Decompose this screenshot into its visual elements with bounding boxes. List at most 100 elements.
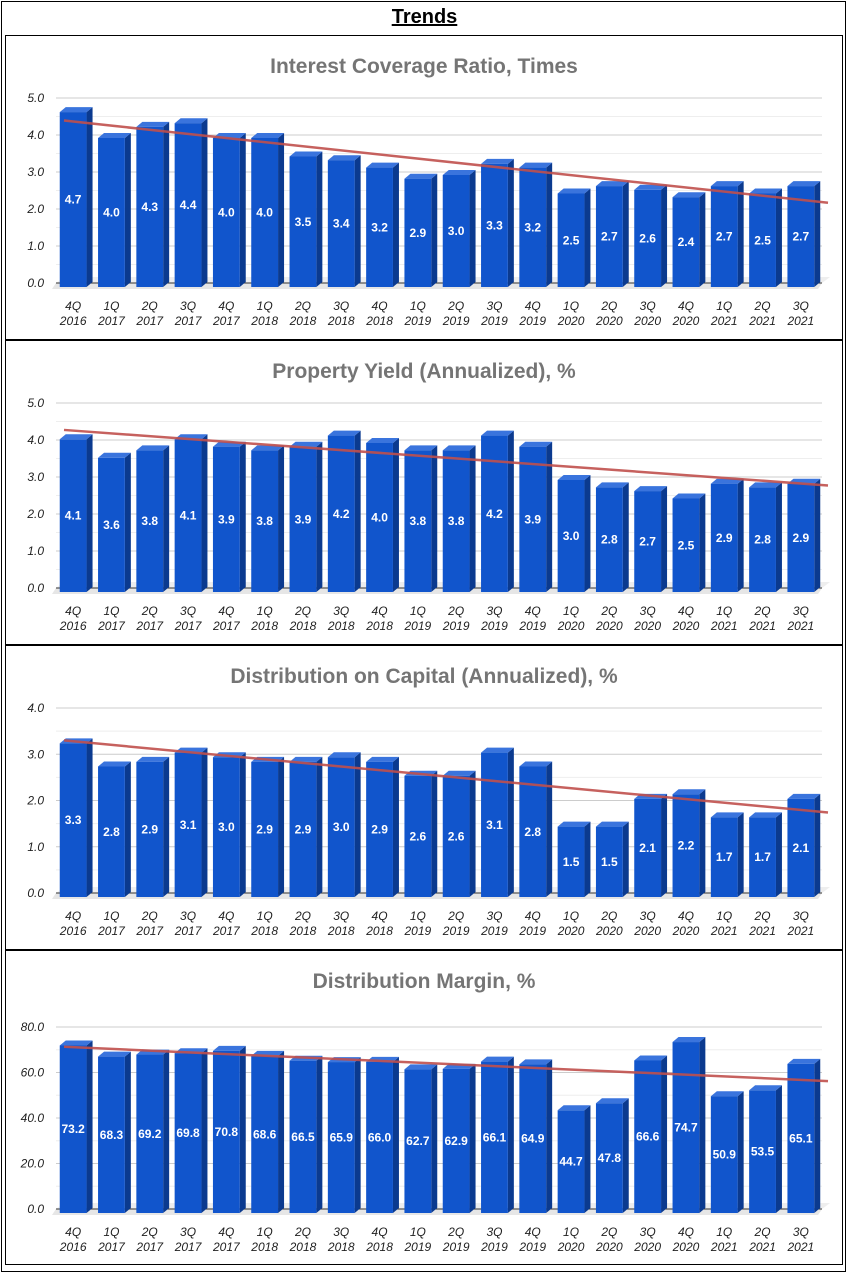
x-tick-label-quarter: 4Q <box>678 604 694 618</box>
bar-side <box>775 1085 782 1213</box>
x-tick-label-year: 2021 <box>748 1240 776 1254</box>
bar <box>672 789 706 897</box>
x-tick-label-quarter: 3Q <box>180 604 196 618</box>
bar-side <box>124 761 131 897</box>
bar-top <box>404 1064 438 1070</box>
bar-side <box>239 1045 246 1213</box>
chart-floor-front <box>52 1209 822 1215</box>
data-label: 3.1 <box>486 818 503 832</box>
data-label: 68.6 <box>253 1127 277 1141</box>
data-label: 2.4 <box>678 235 695 249</box>
bar-top <box>289 151 323 157</box>
data-label: 3.9 <box>218 512 235 526</box>
bar <box>98 133 131 287</box>
bar-face <box>251 761 279 897</box>
bar-top <box>519 761 553 767</box>
bar-side <box>622 181 629 287</box>
bar-side <box>239 752 246 897</box>
bar-face <box>59 439 87 592</box>
bar-face <box>212 1050 240 1213</box>
bar-side <box>584 1105 591 1213</box>
x-tick-label-quarter: 2Q <box>294 604 311 618</box>
data-label: 1.5 <box>563 855 580 869</box>
bar-face <box>98 1056 125 1213</box>
x-tick-label-year: 2021 <box>748 619 776 633</box>
bar <box>710 812 744 897</box>
x-tick-label-year: 2019 <box>480 314 508 328</box>
bar <box>174 747 208 897</box>
bar-top <box>136 445 170 451</box>
data-label: 1.7 <box>754 850 771 864</box>
bar-face <box>672 498 700 592</box>
bar-side <box>699 1037 706 1213</box>
data-label: 3.8 <box>410 514 427 528</box>
bar <box>98 761 131 897</box>
x-tick-label-year: 2020 <box>557 619 585 633</box>
bar-face <box>519 766 547 897</box>
x-tick-label-year: 2018 <box>327 314 355 328</box>
bar-face <box>327 1062 355 1213</box>
x-tick-label-year: 2017 <box>135 924 164 938</box>
bar-face <box>710 1096 738 1213</box>
bar <box>366 1056 399 1213</box>
x-tick-label-quarter: 4Q <box>678 909 694 923</box>
x-tick-label-year: 2021 <box>786 1240 814 1254</box>
data-label: 4.4 <box>180 198 197 212</box>
x-tick-label-quarter: 1Q <box>410 299 426 313</box>
bar <box>519 1059 553 1213</box>
bar <box>251 133 285 287</box>
bar-side <box>584 188 591 287</box>
bar-face <box>634 491 662 592</box>
x-tick-label-quarter: 1Q <box>257 604 273 618</box>
x-tick-label-quarter: 4Q <box>525 299 541 313</box>
data-label: 4.2 <box>486 507 503 521</box>
bar-side <box>124 1051 131 1213</box>
bar-face <box>634 798 662 897</box>
y-tick-label: 2.0 <box>26 794 44 808</box>
bar-side <box>316 1055 323 1213</box>
bar-side <box>163 121 170 288</box>
bar-top <box>59 107 93 113</box>
bar-side <box>775 812 782 897</box>
bar-top <box>98 761 131 767</box>
bar-face <box>519 446 547 592</box>
data-label: 2.9 <box>410 226 427 240</box>
bar-side <box>546 162 553 287</box>
chart-panel: Interest Coverage Ratio, Times 0.0 1.0 2.0 3… <box>5 35 843 340</box>
x-tick-label-quarter: 2Q <box>141 299 158 313</box>
bar-side <box>124 452 131 592</box>
x-tick-label-quarter: 4Q <box>218 1225 234 1239</box>
bar-face <box>442 450 470 592</box>
x-tick-label-quarter: 4Q <box>218 299 234 313</box>
data-label: 2.9 <box>141 822 158 836</box>
x-tick-label-year: 2019 <box>442 619 470 633</box>
bar <box>481 747 514 897</box>
x-tick-label-year: 2017 <box>97 619 126 633</box>
bar-side <box>354 1057 361 1213</box>
x-tick-label-year: 2016 <box>59 1240 87 1254</box>
bar-face <box>98 457 125 592</box>
x-tick-label-year: 2019 <box>403 1240 431 1254</box>
x-tick-label-quarter: 4Q <box>525 909 541 923</box>
bar-side <box>163 756 170 897</box>
bar-side <box>546 761 553 897</box>
bar-top <box>59 434 93 440</box>
bar-face <box>404 178 432 287</box>
bar-face <box>136 761 164 897</box>
data-label: 64.9 <box>521 1132 545 1146</box>
bar <box>404 1064 438 1213</box>
bar-top <box>787 793 821 799</box>
bar <box>710 1091 744 1213</box>
x-tick-label-quarter: 2Q <box>447 604 464 618</box>
bar <box>595 482 629 592</box>
data-label: 3.2 <box>524 220 541 234</box>
bar-top <box>481 158 514 164</box>
x-tick-label-year: 2020 <box>557 314 585 328</box>
x-tick-label-year: 2018 <box>327 924 355 938</box>
bar-face <box>59 743 87 897</box>
bar <box>672 493 706 592</box>
x-tick-label-year: 2018 <box>250 619 278 633</box>
data-label: 73.2 <box>61 1122 85 1136</box>
data-label: 2.1 <box>793 841 810 855</box>
x-tick-label-quarter: 4Q <box>525 1225 541 1239</box>
